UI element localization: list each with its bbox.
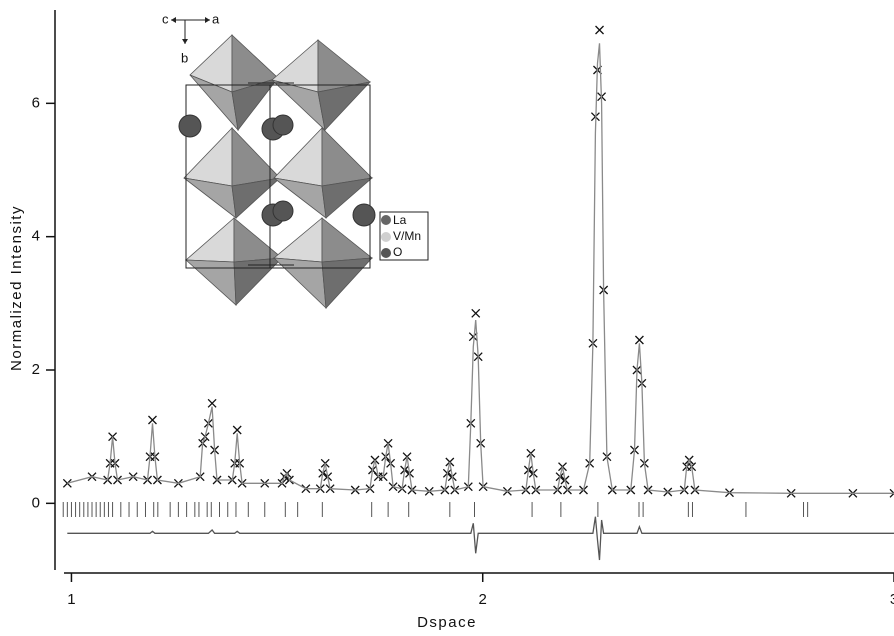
observed-point: [148, 415, 157, 425]
inset-axis-label: b: [181, 50, 188, 65]
x-axis-label: Dspace: [417, 614, 477, 631]
observed-point: [232, 425, 242, 435]
series-line: [67, 43, 894, 494]
inset-legend-label: O: [393, 245, 402, 259]
y-tick-label: 6: [32, 94, 40, 111]
inset-legend-label: La: [393, 213, 407, 227]
x-tick-label: 3: [890, 591, 894, 608]
observed-point: [468, 332, 478, 342]
inset-axis-label: a: [212, 11, 220, 26]
observed-point: [207, 398, 217, 408]
inset-axis-label: c: [162, 11, 169, 26]
x-tick-label: 1: [67, 591, 75, 608]
inset-legend-label: V/Mn: [393, 229, 421, 243]
y-axis-label: Normalized Intensity: [8, 205, 25, 371]
y-tick-label: 2: [32, 361, 40, 378]
plot-area: [62, 25, 894, 561]
structure-inset: c a b La V/Mn O: [162, 11, 429, 310]
observed-point: [595, 25, 604, 35]
observed-point: [471, 308, 481, 318]
y-tick-label: 0: [32, 494, 40, 511]
series-line: [67, 516, 894, 561]
observed-point: [634, 335, 644, 345]
observed-point: [889, 488, 894, 498]
y-tick-label: 4: [32, 228, 40, 245]
x-tick-label: 2: [479, 591, 487, 608]
